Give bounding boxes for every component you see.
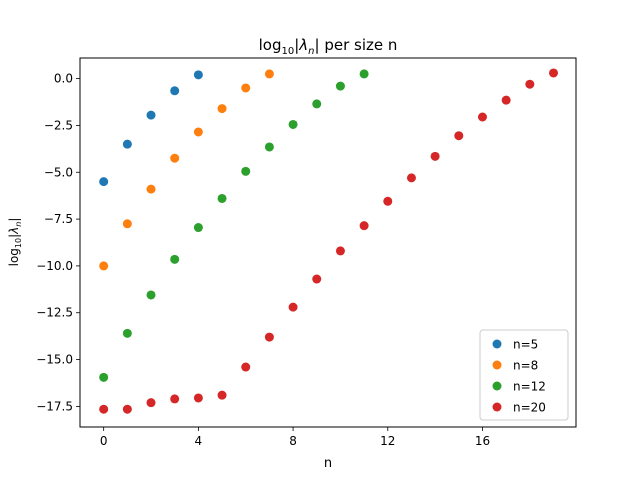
point-series-3-17: [501, 95, 511, 105]
point-series-0-0: [99, 177, 109, 187]
chart-title-sub: n: [308, 46, 314, 57]
point-series-1-4: [193, 127, 203, 137]
y-axis-label-body: |λ: [7, 227, 21, 238]
x-axis-ticks: 0 4 8 12 16: [100, 427, 490, 448]
point-series-1-7: [264, 69, 274, 79]
y-axis-label-prefix: log: [7, 248, 21, 266]
legend: n=5 n=8 n=12 n=20: [479, 329, 569, 421]
x-tick-label-3: 12: [380, 434, 395, 448]
point-series-2-10: [335, 81, 345, 91]
point-series-3-18: [525, 79, 535, 89]
point-series-1-3: [170, 153, 180, 163]
y-tick-label-4: −10.0: [36, 259, 73, 273]
point-series-0-1: [122, 139, 132, 149]
point-series-1-2: [146, 184, 156, 194]
point-series-2-6: [241, 166, 251, 176]
point-series-2-3: [170, 254, 180, 264]
point-series-2-1: [122, 328, 132, 338]
point-series-2-5: [217, 193, 227, 203]
point-series-0-2: [146, 110, 156, 120]
point-series-2-9: [312, 99, 322, 109]
x-tick-label-4: 16: [475, 434, 490, 448]
x-tick-label-2: 8: [289, 434, 297, 448]
point-series-1-1: [122, 219, 132, 229]
point-series-0-3: [170, 86, 180, 96]
point-series-3-19: [549, 68, 559, 78]
legend-marker-0: [492, 339, 502, 349]
point-series-2-2: [146, 290, 156, 300]
legend-label-1: n=8: [513, 359, 538, 373]
legend-label-2: n=12: [513, 380, 546, 394]
point-series-3-1: [122, 404, 132, 414]
legend-marker-3: [492, 402, 502, 412]
y-axis-label: log10|λn|: [7, 218, 23, 267]
point-series-2-8: [288, 119, 298, 129]
y-tick-label-1: −2.5: [44, 118, 73, 132]
point-series-3-11: [359, 221, 369, 231]
point-series-3-14: [430, 151, 440, 161]
point-series-1-0: [99, 261, 109, 271]
plot-points: [99, 68, 559, 414]
point-series-3-7: [264, 332, 274, 342]
point-series-3-15: [454, 131, 464, 141]
y-axis-ticks: 0.0 −2.5 −5.0 −7.5 −10.0 −12.5 −15.0 −17.5: [36, 72, 80, 413]
point-series-3-5: [217, 390, 227, 400]
point-series-3-3: [170, 394, 180, 404]
y-axis-label-suffix: |: [7, 218, 21, 222]
point-series-1-5: [217, 104, 227, 114]
x-tick-label-1: 4: [195, 434, 203, 448]
point-series-1-6: [241, 83, 251, 93]
chart-title-body: |λ: [294, 36, 308, 54]
y-axis-label-sub: n: [14, 222, 23, 227]
point-series-2-7: [264, 142, 274, 152]
point-series-3-4: [193, 393, 203, 403]
point-series-3-10: [335, 246, 345, 256]
chart-title-prefix: log: [259, 36, 282, 54]
y-tick-label-3: −7.5: [44, 212, 73, 226]
legend-box: [479, 329, 569, 421]
y-tick-label-7: −17.5: [36, 399, 73, 413]
point-series-3-13: [406, 173, 416, 183]
point-series-2-0: [99, 372, 109, 382]
chart-title-suffix: | per size n: [315, 36, 398, 54]
y-tick-label-2: −5.0: [44, 165, 73, 179]
point-series-2-4: [193, 223, 203, 233]
point-series-0-4: [193, 70, 203, 80]
point-series-3-8: [288, 302, 298, 312]
plot-frame: [79, 57, 577, 428]
point-series-3-9: [312, 274, 322, 284]
point-series-3-6: [241, 362, 251, 372]
point-series-3-12: [383, 196, 393, 206]
chart-title: log10|λn| per size n: [259, 36, 398, 57]
chart-title-base: 10: [281, 46, 294, 57]
legend-label-3: n=20: [513, 401, 546, 415]
x-axis-label: n: [324, 456, 332, 471]
x-tick-label-0: 0: [100, 434, 108, 448]
y-tick-label-0: 0.0: [54, 72, 73, 86]
legend-marker-2: [492, 381, 502, 391]
point-series-3-2: [146, 398, 156, 408]
point-series-2-11: [359, 69, 369, 79]
point-series-3-16: [477, 112, 487, 122]
y-axis-label-base: 10: [14, 238, 23, 248]
legend-marker-1: [492, 360, 502, 370]
y-tick-label-5: −12.5: [36, 306, 73, 320]
legend-label-0: n=5: [513, 338, 538, 352]
point-series-3-0: [99, 404, 109, 414]
y-tick-label-6: −15.0: [36, 353, 73, 367]
